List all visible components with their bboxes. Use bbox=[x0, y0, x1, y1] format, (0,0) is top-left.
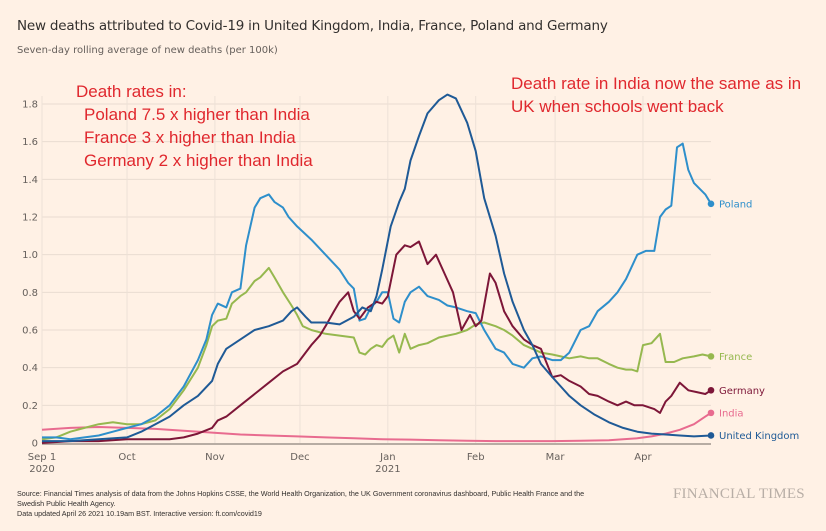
y-tick-label: 1.8 bbox=[22, 100, 38, 111]
x-tick-label: Dec bbox=[290, 452, 309, 463]
annotation-line: Germany 2 x higher than India bbox=[84, 151, 313, 170]
x-tick-year: 2020 bbox=[29, 464, 54, 475]
y-tick-label: 1.2 bbox=[22, 213, 38, 224]
series-line-germany bbox=[41, 240, 712, 444]
y-tick-label: 1.0 bbox=[22, 250, 38, 261]
series-line-poland bbox=[42, 142, 712, 441]
x-tick-label: Jan bbox=[379, 452, 395, 463]
annotation-line: UK when schools went back bbox=[511, 97, 724, 116]
ft-logo: FINANCIAL TIMES bbox=[673, 486, 805, 502]
annotation-india-uk: Death rate in India now the same as in U… bbox=[511, 72, 801, 118]
x-tick-label: Mar bbox=[546, 452, 566, 463]
series-lines bbox=[41, 93, 712, 444]
series-label-germany: Germany bbox=[719, 386, 765, 397]
x-tick-label: Nov bbox=[205, 452, 225, 463]
source-note: Source: Financial Times analysis of data… bbox=[17, 489, 657, 519]
y-tick-label: 0.8 bbox=[22, 288, 38, 299]
y-tick-label: 0.4 bbox=[22, 363, 38, 374]
series-end-dot-united-kingdom bbox=[707, 432, 715, 439]
annotation-line: Death rates in: bbox=[76, 82, 187, 101]
x-tick-label: Feb bbox=[467, 452, 485, 463]
y-axis-ticks: 0 0.2 0.4 0.6 0.8 1.0 1.2 1.4 1.6 1.8 bbox=[22, 100, 38, 450]
series-label-france: France bbox=[719, 352, 752, 363]
series-end-dot-germany bbox=[707, 386, 715, 394]
source-line: Swedish Public Health Agency. bbox=[17, 499, 116, 508]
annotation-death-rates: Death rates in: Poland 7.5 x higher than… bbox=[76, 80, 313, 172]
series-label-poland: Poland bbox=[719, 199, 752, 210]
series-end-dot-india bbox=[707, 409, 715, 417]
series-labels: India France Poland Germany United Kingdom bbox=[707, 199, 799, 442]
series-line-france bbox=[41, 266, 712, 441]
x-tick-label: Apr bbox=[634, 452, 652, 463]
x-tick-year: 2021 bbox=[375, 464, 400, 475]
series-line-united-kingdom bbox=[42, 93, 712, 443]
y-tick-label: 0.2 bbox=[22, 401, 38, 412]
y-tick-label: 0 bbox=[32, 439, 38, 450]
x-tick-label: Oct bbox=[118, 452, 135, 463]
series-end-dot-poland bbox=[707, 200, 715, 208]
series-label-india: India bbox=[719, 408, 744, 419]
chart-subtitle: Seven-day rolling average of new deaths … bbox=[17, 45, 278, 56]
annotation-line: France 3 x higher than India bbox=[84, 128, 296, 147]
chart-title: New deaths attributed to Covid-19 in Uni… bbox=[17, 18, 608, 34]
series-end-dot-france bbox=[707, 353, 715, 360]
source-line: Source: Financial Times analysis of data… bbox=[17, 489, 585, 498]
series-line-india bbox=[41, 412, 712, 443]
y-tick-label: 0.6 bbox=[22, 326, 38, 337]
x-tick-label: Sep 1 bbox=[28, 452, 56, 463]
y-tick-label: 1.4 bbox=[22, 175, 38, 186]
source-line: Data updated April 26 2021 10.19am BST. … bbox=[17, 509, 262, 518]
series-label-united-kingdom: United Kingdom bbox=[719, 431, 799, 442]
y-tick-label: 1.6 bbox=[22, 137, 38, 148]
annotation-line: Death rate in India now the same as in bbox=[511, 74, 802, 93]
annotation-line: Poland 7.5 x higher than India bbox=[84, 105, 310, 124]
